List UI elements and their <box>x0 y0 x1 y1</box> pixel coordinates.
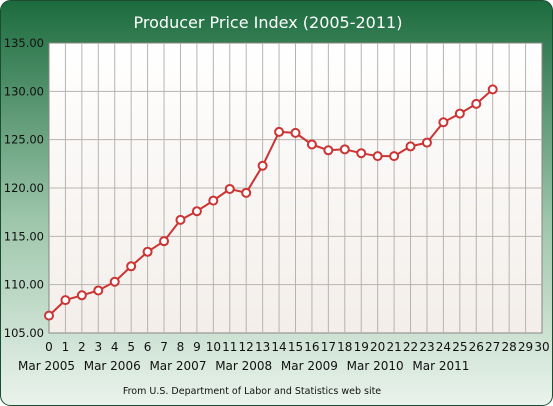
x-tick-label: 19 <box>354 340 369 354</box>
x-category-labels: Mar 2005 Mar 2006 Mar 2007 Mar 2008 Mar 2009… <box>18 359 469 373</box>
data-point <box>339 144 350 155</box>
data-point <box>175 214 186 225</box>
y-tick-label: 115.00 <box>4 229 44 243</box>
x-tick-label: 1 <box>62 340 70 354</box>
x-tick-label: 22 <box>403 340 418 354</box>
series-line <box>48 88 494 317</box>
x-category-label: Mar 2011 <box>412 359 469 373</box>
data-point <box>93 285 104 296</box>
x-tick-label: 24 <box>436 340 451 354</box>
x-tick-label: 29 <box>518 340 533 354</box>
data-point <box>126 261 137 272</box>
x-tick-label: 7 <box>160 340 168 354</box>
data-point <box>454 108 465 119</box>
data-point <box>356 148 367 159</box>
x-tick-label: 18 <box>337 340 352 354</box>
y-tick-label: 120.00 <box>4 181 44 195</box>
data-point <box>372 151 383 162</box>
data-point <box>323 145 334 156</box>
data-point <box>471 98 482 109</box>
x-tick-label: 5 <box>127 340 135 354</box>
data-point <box>208 195 219 206</box>
x-tick-label: 17 <box>321 340 336 354</box>
x-tick-label: 13 <box>255 340 270 354</box>
data-point <box>306 139 317 150</box>
x-tick-label: 28 <box>501 340 516 354</box>
x-tick-label: 6 <box>144 340 152 354</box>
x-tick-label: 3 <box>94 340 102 354</box>
x-tick-label: 14 <box>271 340 286 354</box>
x-tick-label: 10 <box>206 340 221 354</box>
x-tick-label: 11 <box>222 340 237 354</box>
x-tick-label: 16 <box>304 340 319 354</box>
x-tick-label: 9 <box>193 340 201 354</box>
x-tick-label: 8 <box>177 340 185 354</box>
data-point <box>274 126 285 137</box>
x-axis-ticks: 0 1 2 3 4 5 6 7 8 9 10 11 12 13 14 15 16 17 18 19 20 21 22 23 24… <box>45 340 549 354</box>
x-tick-label: 26 <box>469 340 484 354</box>
x-tick-label: 2 <box>78 340 86 354</box>
data-point <box>257 160 268 171</box>
x-tick-label: 20 <box>370 340 385 354</box>
data-point <box>76 290 87 301</box>
x-category-label: Mar 2007 <box>149 359 206 373</box>
data-point <box>389 151 400 162</box>
x-tick-label: 27 <box>485 340 500 354</box>
data-point <box>142 246 153 257</box>
x-tick-label: 4 <box>111 340 119 354</box>
x-category-label: Mar 2006 <box>84 359 141 373</box>
x-tick-label: 21 <box>386 340 401 354</box>
x-category-label: Mar 2010 <box>347 359 404 373</box>
x-category-label: Mar 2009 <box>281 359 338 373</box>
y-axis-ticks: 105.00 110.00 115.00 120.00 125.00 130.00 135.… <box>4 36 44 340</box>
source-note: From U.S. Department of Labor and Statis… <box>123 386 381 397</box>
y-tick-label: 135.00 <box>4 36 44 50</box>
y-tick-label: 105.00 <box>4 326 44 340</box>
data-point <box>487 84 498 95</box>
y-tick-label: 110.00 <box>4 278 44 292</box>
data-point <box>405 141 416 152</box>
x-tick-label: 23 <box>419 340 434 354</box>
x-category-label: Mar 2008 <box>215 359 272 373</box>
chart-title: Producer Price Index (2005-2011) <box>134 13 403 32</box>
series-group <box>44 84 498 321</box>
x-tick-label: 15 <box>288 340 303 354</box>
x-tick-label: 25 <box>452 340 467 354</box>
data-point <box>438 117 449 128</box>
data-point <box>191 206 202 217</box>
data-point <box>44 310 54 321</box>
data-point <box>109 276 120 287</box>
data-point <box>224 183 235 194</box>
x-tick-label: 0 <box>45 340 53 354</box>
x-tick-label: 12 <box>239 340 254 354</box>
y-tick-label: 130.00 <box>4 84 44 98</box>
data-point <box>159 236 170 247</box>
data-point <box>60 295 71 306</box>
y-tick-label: 125.00 <box>4 133 44 147</box>
data-point <box>421 137 432 148</box>
x-category-label: Mar 2005 <box>18 359 75 373</box>
data-point <box>241 187 252 198</box>
x-tick-label: 30 <box>534 340 549 354</box>
data-point <box>290 127 301 138</box>
